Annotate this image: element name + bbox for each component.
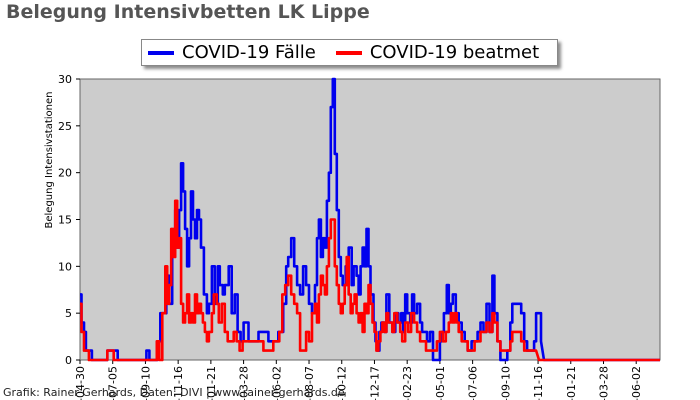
x-tick-label: -11-16	[532, 366, 545, 400]
x-tick-label: -09-10	[139, 366, 152, 400]
legend: COVID-19 Fälle COVID-19 beatmet	[141, 39, 558, 66]
y-tick-label: 25	[58, 120, 72, 133]
x-tick-label: -12-17	[368, 366, 381, 400]
series-line-faelle	[80, 77, 660, 362]
legend-label-beatmet: COVID-19 beatmet	[369, 42, 540, 63]
x-tick-label: -07-05	[107, 366, 120, 400]
chart-title: Belegung Intensivbetten LK Lippe	[6, 1, 370, 23]
plot-area	[79, 78, 661, 361]
x-tick-label: -01-21	[565, 366, 578, 400]
y-tick-label: 10	[58, 260, 72, 273]
y-tick-label: 5	[65, 307, 72, 320]
x-tick-label: -04-30	[74, 366, 87, 400]
legend-swatch-faelle	[148, 50, 174, 55]
x-tick-label: -05-01	[434, 366, 447, 400]
y-tick-label: 15	[58, 214, 72, 227]
x-tick-label: -03-28	[238, 366, 251, 400]
legend-item-beatmet: COVID-19 beatmet	[335, 42, 540, 63]
legend-item-faelle: COVID-19 Fälle	[148, 42, 316, 63]
x-tick-label: -06-02	[630, 366, 643, 400]
y-tick-label: 20	[58, 167, 72, 180]
x-tick-label: -02-23	[401, 366, 414, 400]
x-tick-label: -06-02	[270, 366, 283, 400]
x-tick-label: -07-06	[467, 366, 480, 400]
x-tick-label: -10-12	[336, 366, 349, 400]
series-line-beatmet	[80, 199, 660, 362]
legend-label-faelle: COVID-19 Fälle	[182, 42, 316, 63]
legend-swatch-beatmet	[335, 50, 362, 55]
y-tick-label: 30	[58, 73, 72, 86]
y-axis-label: Belegung Intensivstationen	[44, 91, 55, 228]
x-tick-label: -09-10	[499, 366, 512, 400]
x-tick-label: -03-28	[597, 366, 610, 400]
x-tick-label: -01-21	[205, 366, 218, 400]
chart-credit: Grafik: Rainer Gerhards, Daten: DIVI | w…	[3, 386, 345, 399]
x-tick-label: -08-07	[303, 366, 316, 400]
x-tick-label: -11-16	[172, 366, 185, 400]
y-tick-label: 0	[65, 354, 72, 367]
